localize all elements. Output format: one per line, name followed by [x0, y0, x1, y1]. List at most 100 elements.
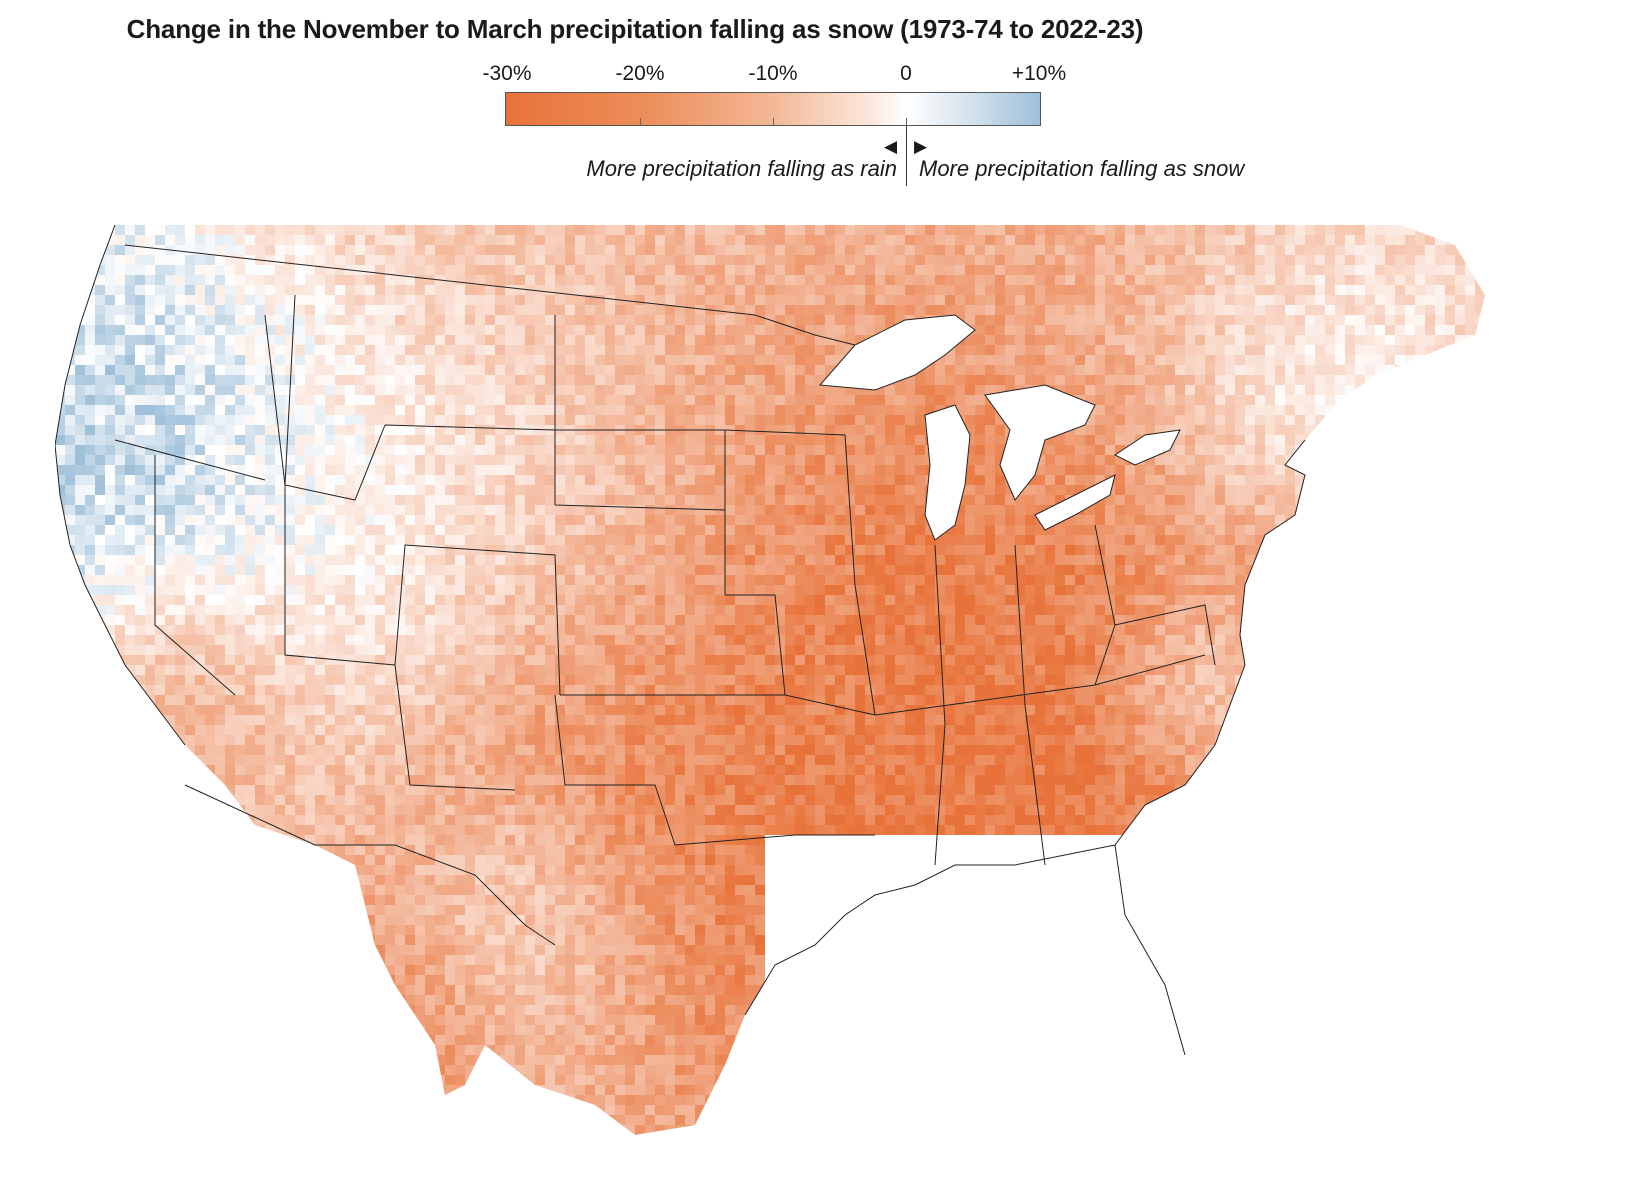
heatmap-cell: [535, 245, 545, 255]
heatmap-cell: [1195, 545, 1205, 555]
heatmap-cell: [825, 345, 835, 355]
heatmap-cell: [325, 235, 335, 245]
heatmap-cell: [195, 535, 205, 545]
heatmap-cell: [885, 465, 895, 475]
heatmap-cell: [105, 385, 115, 395]
heatmap-cell: [445, 415, 455, 425]
heatmap-cell: [1285, 345, 1295, 355]
heatmap-cell: [495, 315, 505, 325]
heatmap-cell: [1015, 495, 1025, 505]
heatmap-cell: [795, 315, 805, 325]
heatmap-cell: [355, 525, 365, 535]
heatmap-cell: [1325, 395, 1335, 405]
heatmap-cell: [525, 265, 535, 275]
heatmap-cell: [265, 505, 275, 515]
heatmap-cell: [1365, 265, 1375, 275]
heatmap-cell: [385, 415, 395, 425]
heatmap-cell: [715, 255, 725, 265]
heatmap-cell: [575, 525, 585, 535]
heatmap-cell: [605, 415, 615, 425]
heatmap-cell: [995, 285, 1005, 295]
heatmap-cell: [745, 545, 755, 555]
heatmap-cell: [275, 545, 285, 555]
heatmap-cell: [1105, 415, 1115, 425]
heatmap-cell: [265, 255, 275, 265]
heatmap-cell: [835, 415, 845, 425]
heatmap-cell: [435, 485, 445, 495]
heatmap-cell: [1245, 285, 1255, 295]
heatmap-cell: [1045, 325, 1055, 335]
heatmap-cell: [1195, 305, 1205, 315]
heatmap-cell: [1265, 345, 1275, 355]
heatmap-cell: [455, 435, 465, 445]
heatmap-cell: [1235, 545, 1245, 555]
heatmap-cell: [805, 285, 815, 295]
heatmap-cell: [1315, 305, 1325, 315]
heatmap-cell: [1165, 425, 1175, 435]
heatmap-cell: [1015, 325, 1025, 335]
heatmap-cell: [1235, 465, 1245, 475]
heatmap-cell: [1255, 415, 1265, 425]
heatmap-cell: [175, 385, 185, 395]
heatmap-cell: [425, 375, 435, 385]
heatmap-cell: [725, 255, 735, 265]
heatmap-cell: [615, 515, 625, 525]
heatmap-cell: [505, 545, 515, 555]
heatmap-cell: [155, 495, 165, 505]
heatmap-cell: [395, 545, 405, 555]
heatmap-cell: [585, 375, 595, 385]
heatmap-cell: [485, 495, 495, 505]
heatmap-cell: [245, 535, 255, 545]
heatmap-cell: [1105, 375, 1115, 385]
heatmap-cell: [215, 525, 225, 535]
heatmap-cell: [125, 235, 135, 245]
heatmap-cell: [815, 485, 825, 495]
heatmap-cell: [615, 415, 625, 425]
heatmap-cell: [685, 275, 695, 285]
heatmap-cell: [1135, 365, 1145, 375]
heatmap-cell: [505, 405, 515, 415]
heatmap-cell: [945, 305, 955, 315]
heatmap-cell: [565, 325, 575, 335]
heatmap-cell: [1115, 405, 1125, 415]
heatmap-cell: [795, 375, 805, 385]
heatmap-cell: [555, 495, 565, 505]
heatmap-cell: [235, 495, 245, 505]
heatmap-cell: [485, 515, 495, 525]
heatmap-cell: [125, 425, 135, 435]
heatmap-cell: [845, 255, 855, 265]
heatmap-cell: [645, 275, 655, 285]
heatmap-cell: [425, 335, 435, 345]
heatmap-cell: [805, 265, 815, 275]
heatmap-cell: [1435, 325, 1445, 335]
heatmap-cell: [845, 225, 855, 235]
heatmap-cell: [725, 505, 735, 515]
heatmap-cell: [125, 305, 135, 315]
heatmap-cell: [445, 245, 455, 255]
heatmap-cell: [1115, 465, 1125, 475]
heatmap-cell: [775, 515, 785, 525]
heatmap-cell: [595, 255, 605, 265]
heatmap-cell: [1125, 375, 1135, 385]
heatmap-cell: [735, 445, 745, 455]
heatmap-cell: [1125, 505, 1135, 515]
heatmap-cell: [1175, 345, 1185, 355]
heatmap-cell: [645, 435, 655, 445]
heatmap-cell: [285, 335, 295, 345]
heatmap-cell: [1335, 345, 1345, 355]
heatmap-cell: [745, 285, 755, 295]
heatmap-cell: [965, 425, 975, 435]
heatmap-cell: [205, 385, 215, 395]
heatmap-cell: [1365, 295, 1375, 305]
heatmap-cell: [385, 315, 395, 325]
heatmap-cell: [185, 345, 195, 355]
heatmap-cell: [315, 265, 325, 275]
heatmap-cell: [845, 445, 855, 455]
heatmap-cell: [1255, 315, 1265, 325]
heatmap-cell: [865, 545, 875, 555]
heatmap-cell: [675, 495, 685, 505]
heatmap-cell: [265, 455, 275, 465]
heatmap-cell: [435, 315, 445, 325]
heatmap-cell: [835, 525, 845, 535]
heatmap-cell: [845, 525, 855, 535]
